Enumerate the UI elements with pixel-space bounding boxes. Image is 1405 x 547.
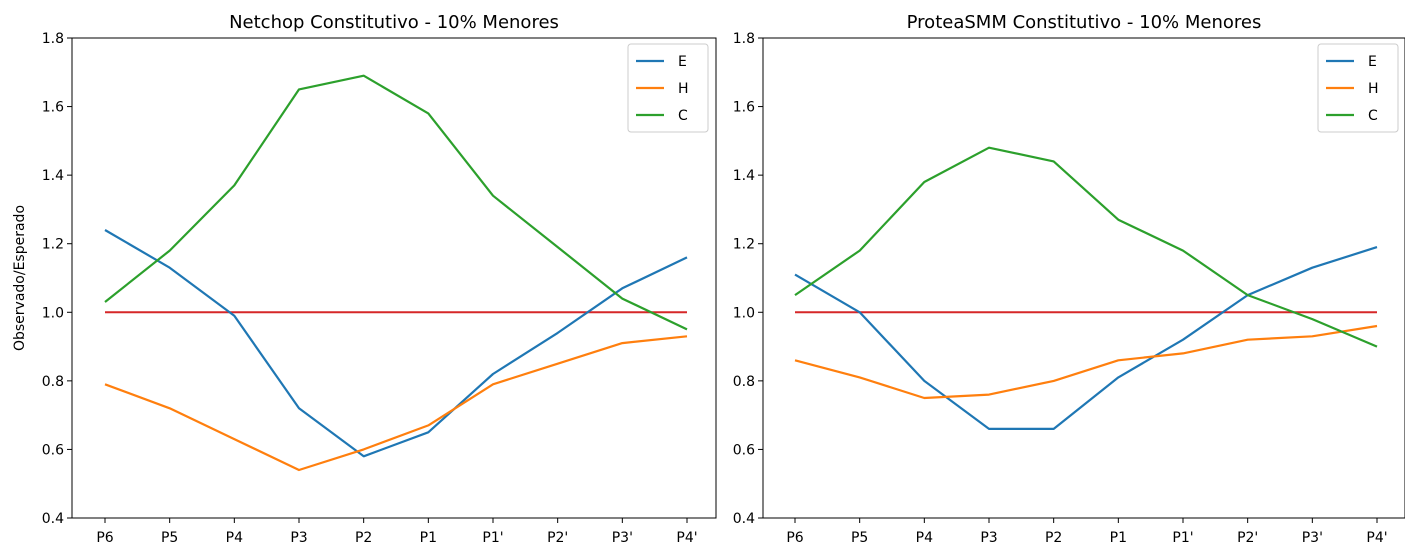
series-line-H [105,336,687,470]
y-tick-label: 1.6 [733,100,755,116]
y-tick-label: 1.4 [42,168,64,184]
plot-frame [763,38,1405,518]
legend-label-C: C [1368,108,1378,124]
legend: EHC [1318,44,1398,132]
x-tick-label: P4 [916,530,933,546]
chart-proteasmm: ProteaSMM Constitutivo - 10% Menores 0.4 0… [733,12,1405,546]
y-tick-label: 1.8 [42,31,64,47]
x-tick-label: P1' [1172,530,1193,546]
x-tick-label: P2' [547,530,568,546]
y-tick-label: 1.8 [733,31,755,47]
series-line-C [795,148,1377,347]
y-tick-label: 1.2 [42,237,64,253]
chart-title: ProteaSMM Constitutivo - 10% Menores [907,12,1262,33]
x-tick-label: P4' [1366,530,1387,546]
y-tick-label: 1.4 [733,168,755,184]
x-tick-label: P2 [1045,530,1062,546]
y-tick-label: 0.8 [42,374,64,390]
y-tick-label: 0.6 [733,442,755,458]
legend-label-E: E [678,54,687,70]
y-axis-label: Observado/Esperado [12,205,28,351]
chart-netchop: Netchop Constitutivo - 10% Menores 0.4 0.6… [42,12,716,546]
legend-label-H: H [678,81,689,97]
x-tick-label: P4 [226,530,243,546]
x-tick-label: P2' [1237,530,1258,546]
y-tick-label: 1.6 [42,100,64,116]
x-tick-label: P6 [96,530,113,546]
x-tick-label: P5 [161,530,178,546]
y-tick-label: 1.0 [733,305,755,321]
y-tick-label: 1.0 [42,305,64,321]
legend: EHC [628,44,708,132]
x-tick-label: P3 [980,530,997,546]
x-tick-label: P2 [355,530,372,546]
x-tick-label: P3' [1302,530,1323,546]
x-tick-label: P1' [482,530,503,546]
y-tick-label: 0.8 [733,374,755,390]
chart-title: Netchop Constitutivo - 10% Menores [229,12,559,33]
x-tick-label: P1 [420,530,437,546]
x-tick-label: P3 [290,530,307,546]
series-line-C [105,76,687,330]
y-tick-label: 0.4 [42,511,64,527]
legend-label-C: C [678,108,688,124]
x-tick-label: P4' [676,530,697,546]
x-tick-label: P5 [851,530,868,546]
x-tick-label: P1 [1110,530,1127,546]
x-tick-label: P6 [786,530,803,546]
legend-label-E: E [1368,54,1377,70]
y-tick-label: 0.6 [42,442,64,458]
legend-label-H: H [1368,81,1379,97]
x-tick-label: P3' [612,530,633,546]
y-tick-label: 0.4 [733,511,755,527]
y-tick-label: 1.2 [733,237,755,253]
series-line-E [105,230,687,456]
